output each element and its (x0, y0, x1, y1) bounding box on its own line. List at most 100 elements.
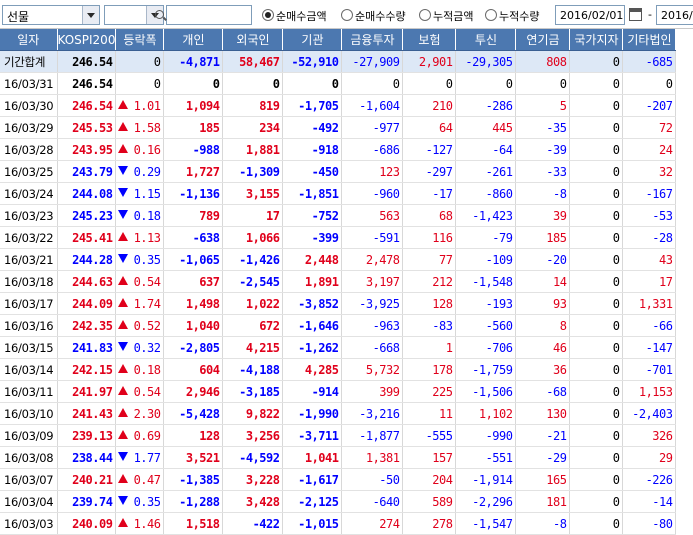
table-row[interactable]: 16/03/07 240.21 0.47 -1,385 3,228 -1,617 -50 20… (0, 468, 677, 491)
date-to-field[interactable]: 2016/ (656, 5, 693, 25)
value-cell: -918 (282, 138, 343, 161)
value-cell: 0 (569, 138, 624, 161)
value-cell: 3,228 (222, 468, 284, 491)
date-cell: 16/03/07 (0, 468, 58, 491)
table-row[interactable]: 16/03/03 240.09 1.46 1,518 -422 -1,015 274 278-… (0, 512, 677, 535)
value-cell: -83 (402, 314, 457, 337)
table-row[interactable]: 16/03/25 243.79 0.29 1,727 -1,309 -450 123 -297… (0, 160, 677, 183)
value-cell: -860 (455, 182, 517, 205)
value-cell: -109 (455, 248, 517, 271)
table-row[interactable]: 16/03/17 244.09 1.74 1,498 1,022 -3,852 -3,925… (0, 292, 677, 315)
table-row[interactable]: 16/03/30 246.54 1.01 1,094 819 -1,705 -1,604 21… (0, 94, 677, 117)
column-header[interactable]: KOSPI200 (57, 29, 117, 51)
search-icon[interactable] (155, 10, 164, 19)
value-cell: 789 (163, 204, 224, 227)
table-row[interactable]: 16/03/11 241.97 0.54 2,946 -3,185 -914 399 225-… (0, 380, 677, 403)
triangle-up-icon (118, 100, 129, 109)
value-cell: -492 (282, 116, 343, 139)
column-header[interactable]: 연기금 (515, 29, 571, 51)
change-value: 1.74 (133, 296, 161, 311)
kospi200-cell: 245.53 (57, 116, 117, 139)
toolbar: 선물 순매수금액 순매수수량 누적금액 누적수량 2016/02/01 - 20… (0, 0, 693, 29)
value-cell: 1,040 (163, 314, 224, 337)
radio-cum-qty[interactable]: 누적수량 (485, 8, 539, 23)
date-separator: - (648, 8, 652, 21)
table-row[interactable]: 16/03/16 242.35 0.52 1,040 672 -1,646 -963 -83-… (0, 314, 677, 337)
value-cell: 4,285 (282, 358, 343, 381)
column-header[interactable]: 기관 (282, 29, 343, 51)
radio-label: 누적금액 (433, 10, 474, 23)
table-row[interactable]: 16/03/08 238.44 1.77 3,521 -4,592 1,041 1,381 1… (0, 446, 677, 469)
table-row[interactable]: 16/03/10 241.43 2.30 -5,428 9,822 -1,990 -3,21… (0, 402, 677, 425)
change-value: 1.46 (133, 516, 161, 531)
kospi200-cell: 241.43 (57, 402, 117, 425)
table-row[interactable]: 16/03/14 242.15 0.18 604 -4,188 4,285 5,732 178… (0, 358, 677, 381)
triangle-up-icon (118, 320, 129, 329)
value-cell: -286 (455, 94, 517, 117)
value-cell: 0 (569, 94, 624, 117)
column-header[interactable]: 금융투자 (341, 29, 404, 51)
value-cell: -591 (341, 226, 404, 249)
table-row[interactable]: 16/03/22 245.41 1.13 -638 1,066 -399 -591 116 -7… (0, 226, 677, 249)
kospi200-cell: 239.74 (57, 490, 117, 513)
change-cell: 0.54 (115, 380, 165, 403)
kospi200-cell: 243.79 (57, 160, 117, 183)
table-row[interactable]: 16/03/21 244.28 0.35 -1,065 -1,426 2,448 2,478… (0, 248, 677, 271)
value-cell: -701 (622, 358, 677, 381)
table-row[interactable]: 16/03/09 239.13 0.69 128 3,256 -3,711 -1,877 -5… (0, 424, 677, 447)
value-cell: 274 (341, 512, 404, 535)
date-cell: 16/03/03 (0, 512, 58, 535)
value-cell: 2,478 (341, 248, 404, 271)
table-row[interactable]: 16/03/24 244.08 1.15 -1,136 3,155 -1,851 -960-… (0, 182, 677, 205)
change-value: 1.13 (133, 230, 161, 245)
change-value: 0.18 (133, 362, 161, 377)
value-cell: 3,521 (163, 446, 224, 469)
value-cell: 0 (569, 72, 624, 95)
value-cell: -4,871 (163, 50, 224, 73)
column-header[interactable]: 투신 (455, 29, 517, 51)
date-cell: 16/03/30 (0, 94, 58, 117)
table-row[interactable]: 16/03/04 239.74 0.35 -1,288 3,428 -2,125 -640 5… (0, 490, 677, 513)
value-cell: 3,155 (222, 182, 284, 205)
value-cell: 563 (341, 204, 404, 227)
date-cell: 16/03/15 (0, 336, 58, 359)
date-cell: 16/03/28 (0, 138, 58, 161)
value-cell: 178 (402, 358, 457, 381)
triangle-down-icon (118, 210, 129, 219)
value-cell: 68 (402, 204, 457, 227)
value-cell: -1,262 (282, 336, 343, 359)
table-row[interactable]: 16/03/23 245.23 0.18 789 17 -752 563 68 -1,423 39… (0, 204, 677, 227)
column-header[interactable]: 일자 (0, 29, 58, 51)
value-cell: -127 (402, 138, 457, 161)
radio-cum-amount[interactable]: 누적금액 (419, 8, 474, 23)
table-row[interactable]: 16/03/18 244.63 0.54 637 -2,545 1,891 3,197 212… (0, 270, 677, 293)
triangle-up-icon (118, 144, 129, 153)
column-header[interactable]: 기타법인 (622, 29, 677, 51)
value-cell: 9,822 (222, 402, 284, 425)
radio-net-buy-qty[interactable]: 순매수수량 (341, 8, 406, 23)
column-header[interactable]: 외국인 (222, 29, 284, 51)
radio-net-buy-amount[interactable]: 순매수금액 (262, 8, 327, 23)
chevron-down-icon[interactable] (82, 6, 99, 24)
calendar-icon[interactable] (626, 5, 644, 25)
value-cell: -21 (515, 424, 571, 447)
summary-row[interactable]: 기간합계 246.54 0 -4,871 58,467 -52,910 -27,909 2,9… (0, 50, 677, 73)
table-row[interactable]: 16/03/31 246.54 0 0 0 0 0 0 0 0 0 0 (0, 72, 677, 95)
change-cell: 0.52 (115, 314, 165, 337)
value-cell: -35 (515, 116, 571, 139)
date-from-field[interactable]: 2016/02/01 (555, 5, 625, 25)
value-cell: -33 (515, 160, 571, 183)
triangle-up-icon (118, 298, 129, 307)
column-header[interactable]: 개인 (163, 29, 224, 51)
table-row[interactable]: 16/03/28 243.95 0.16 -988 1,881 -918 -686 -127-… (0, 138, 677, 161)
product-combo[interactable]: 선물 (2, 5, 100, 25)
column-header[interactable]: 등락폭 (115, 29, 165, 51)
change-value: 1.58 (133, 120, 161, 135)
table-row[interactable]: 16/03/29 245.53 1.58 185 234 -492 -977 64 445 -35… (0, 116, 677, 139)
value-cell: -2,125 (282, 490, 343, 513)
value-cell: 5 (515, 94, 571, 117)
search-input[interactable] (155, 5, 252, 25)
column-header[interactable]: 보험 (402, 29, 457, 51)
table-row[interactable]: 16/03/15 241.83 0.32 -2,805 4,215 -1,262 -668 1… (0, 336, 677, 359)
column-header[interactable]: 국가지자 (569, 29, 624, 51)
